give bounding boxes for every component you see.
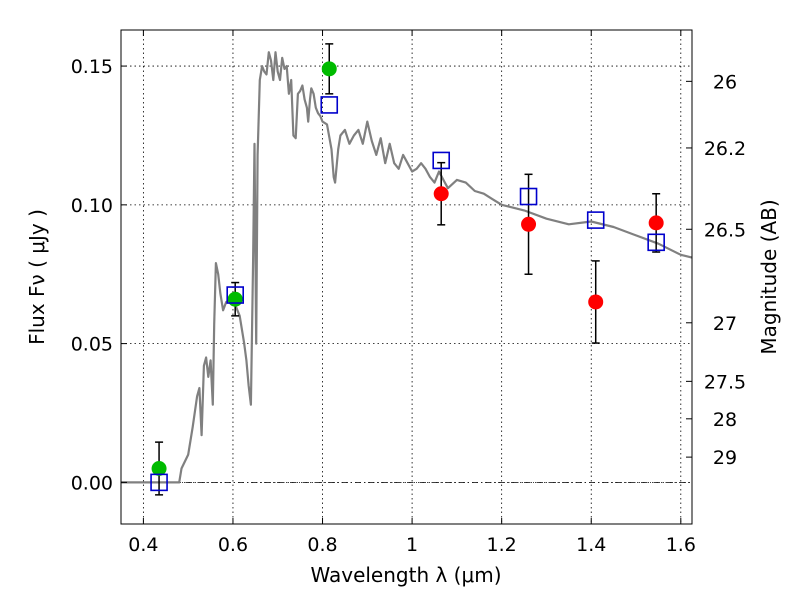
y-tick-label-right: 27.5 — [704, 371, 746, 393]
red-data-point — [648, 215, 664, 231]
data-markers — [150, 43, 665, 496]
y-tick-label-right: 26.2 — [704, 138, 746, 160]
model-point-square — [586, 211, 605, 229]
y-tick-label-left: 0.10 — [71, 195, 113, 217]
y-tick-label-right: 26 — [713, 71, 737, 93]
x-tick-label: 0.4 — [128, 534, 158, 556]
y-axis-title-left: Flux Fν ( μJy ) — [25, 209, 49, 345]
y-tick-label-right: 29 — [713, 447, 737, 469]
y-axis-title-right: Magnitude (AB) — [757, 199, 781, 354]
model-point-square — [432, 151, 451, 170]
x-tick-label: 0.8 — [307, 534, 337, 556]
green-data-point — [227, 291, 243, 307]
x-tick-label: 1.6 — [666, 534, 696, 556]
red-data-point — [588, 294, 604, 310]
y-tick-label-left: 0.15 — [71, 56, 113, 78]
green-data-point — [151, 460, 167, 476]
red-data-point — [433, 186, 449, 202]
model-point-square — [150, 473, 168, 492]
model-point-square — [519, 187, 538, 206]
y-tick-label-left: 0.00 — [71, 472, 113, 494]
y-tick-label-left: 0.05 — [71, 334, 113, 356]
x-tick-label: 1 — [406, 534, 418, 556]
y-tick-label-right: 28 — [713, 409, 737, 431]
red-data-point — [521, 216, 537, 232]
plot-frame — [120, 29, 693, 525]
y-tick-label-right: 27 — [713, 313, 737, 335]
model-point-square — [647, 233, 665, 252]
model-spectrum-line — [121, 51, 693, 484]
x-tick-label: 1.4 — [576, 534, 606, 556]
x-tick-label: 1.2 — [487, 534, 517, 556]
y-tick-label-right: 26.5 — [704, 219, 746, 241]
model-point-square — [226, 286, 244, 304]
grid-lines — [121, 30, 692, 524]
x-tick-label: 0.6 — [218, 534, 248, 556]
green-data-point — [321, 61, 337, 77]
model-point-square — [320, 96, 339, 114]
x-axis-title: Wavelength λ (μm) — [310, 563, 501, 587]
axis-ticks: 0.4 0.6 0.8 1 1.2 1.4 1.6 0.00 0.05 0.10 0.15 26 26.… — [71, 30, 746, 556]
